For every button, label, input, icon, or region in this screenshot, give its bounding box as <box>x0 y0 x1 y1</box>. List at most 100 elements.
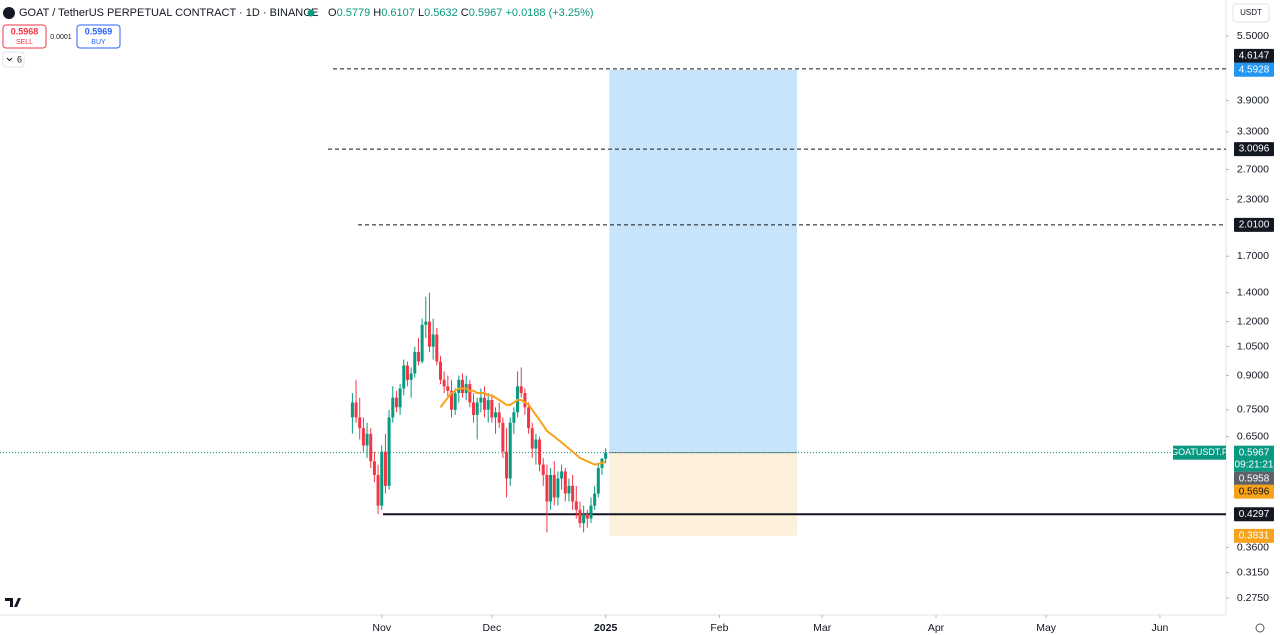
candle-body <box>527 407 531 429</box>
candle-body <box>380 451 384 506</box>
candle-body <box>427 321 431 347</box>
position-target-zone <box>609 69 797 453</box>
currency-button[interactable] <box>1232 3 1270 23</box>
last-price-bg <box>1234 445 1274 472</box>
candle-body <box>372 461 376 475</box>
axes: 5.5000 3.9000 3.3000 2.7000 2.3000 1.7000 1.40… <box>372 30 1274 634</box>
candle-body <box>420 324 424 362</box>
indicators-count: 6 <box>17 54 22 64</box>
candle-body <box>530 428 534 449</box>
y-tick-label: 2.3000 <box>1237 193 1269 205</box>
level-price-label: 3.0096 <box>1239 144 1270 155</box>
candle-body <box>512 412 516 423</box>
plot-area <box>0 68 1226 536</box>
candle-body <box>571 485 575 502</box>
candle-body <box>405 365 409 380</box>
candle-body <box>431 334 435 347</box>
candle-body <box>387 417 391 486</box>
y-tick-label: 1.7000 <box>1237 250 1269 262</box>
y-tick-label: 1.2000 <box>1237 315 1269 327</box>
candle-body <box>453 393 457 410</box>
candle-body <box>560 471 564 479</box>
candle-body <box>461 379 465 394</box>
candle-body <box>442 379 446 387</box>
buy-label: BUY <box>91 39 106 46</box>
tradingview-logo[interactable] <box>5 598 21 607</box>
y-tick-label: 0.6500 <box>1237 430 1269 442</box>
candle-body <box>508 422 512 479</box>
position-target-label: 4.5928 <box>1239 64 1270 75</box>
position-target-label-bg <box>1234 62 1274 77</box>
level-price-label: 4.6147 <box>1239 51 1270 62</box>
y-tick-label: 2.7000 <box>1237 163 1269 175</box>
candle-body <box>505 451 509 479</box>
candle-body <box>563 471 567 494</box>
candle-body <box>391 397 395 418</box>
ohlc: O0.5779 H0.6107 L0.5632 C0.5967 +0.0188 … <box>328 7 594 19</box>
candle-body <box>574 501 578 510</box>
candle-body <box>416 352 420 362</box>
settings-icon[interactable] <box>1255 623 1265 633</box>
mark-price-label-bg <box>1234 471 1274 486</box>
x-tick-label: Jun <box>1151 622 1168 634</box>
candle-body <box>475 402 479 415</box>
trade-buttons: 0.5968 SELL 0.0001 0.5969 BUY 6 <box>2 24 121 68</box>
candle-body <box>413 352 417 374</box>
candle-body <box>394 397 398 408</box>
candle-body <box>468 384 472 403</box>
x-tick-label: Dec <box>483 622 502 634</box>
spread: 0.0001 <box>50 34 72 41</box>
x-tick-label: Mar <box>813 622 832 634</box>
position-stop-label-bg <box>1234 528 1274 543</box>
candle-body <box>534 439 538 449</box>
y-tick-label: 0.3150 <box>1237 566 1269 578</box>
mark-price-label: 0.5958 <box>1239 473 1270 484</box>
symbol-logo <box>3 7 15 19</box>
candle-body <box>449 390 453 410</box>
sell-label: SELL <box>16 39 33 46</box>
candle-body <box>578 509 582 524</box>
sell-button[interactable] <box>2 24 47 49</box>
candle-body <box>354 402 358 418</box>
y-tick-label: 1.0500 <box>1237 340 1269 352</box>
market-status <box>307 9 315 17</box>
candle-body <box>523 393 527 408</box>
candle-body <box>552 474 556 498</box>
x-tick-label: Feb <box>710 622 728 634</box>
last-price-badge <box>1173 445 1226 460</box>
indicators-toggle[interactable] <box>2 51 25 68</box>
last-price: 0.5967 <box>1239 447 1270 458</box>
candle-body <box>365 433 369 446</box>
candle-body <box>585 514 589 519</box>
level-price-label-bg <box>1234 507 1274 522</box>
candle-body <box>483 397 487 410</box>
symbol-label: GOATUSDT.P <box>1171 447 1228 457</box>
candle-body <box>383 451 387 486</box>
candle-body <box>402 365 406 389</box>
candle-body <box>497 412 501 423</box>
candle-body <box>519 386 523 394</box>
candle-body <box>438 361 442 380</box>
candle-body <box>549 474 553 502</box>
candle-body <box>545 474 549 502</box>
y-tick-label: 1.4000 <box>1237 286 1269 298</box>
candle-body <box>490 400 494 418</box>
x-tick-label: Nov <box>372 622 391 634</box>
y-tick-label: 3.9000 <box>1237 94 1269 106</box>
buy-button[interactable] <box>76 24 121 49</box>
candle-body <box>596 467 600 494</box>
symbol-title[interactable]: GOAT / TetherUS PERPETUAL CONTRACT · 1D … <box>19 7 319 19</box>
candle-body <box>358 417 362 429</box>
x-tick-label: 2025 <box>594 622 618 634</box>
candle-body <box>501 422 505 452</box>
candle-body <box>409 373 413 380</box>
candle-body <box>567 485 571 494</box>
candle-body <box>398 388 402 408</box>
candle-body <box>486 400 490 410</box>
candle-body <box>435 334 439 362</box>
candle-body <box>479 397 483 403</box>
y-tick-label: 0.9000 <box>1237 369 1269 381</box>
candle-body <box>350 402 354 418</box>
y-tick-label: 0.2750 <box>1237 592 1269 604</box>
